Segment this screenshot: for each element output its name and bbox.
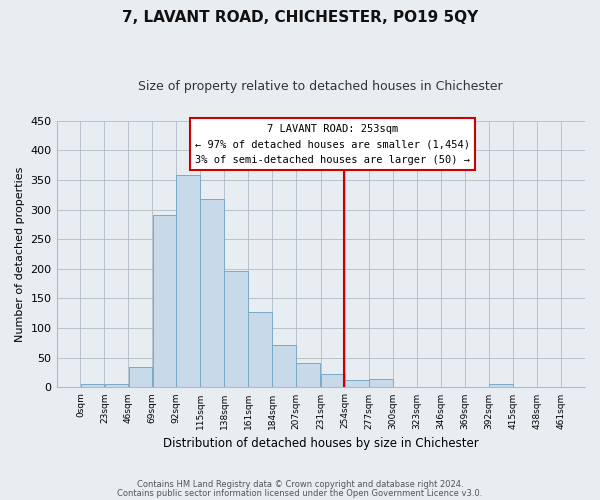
Bar [272, 344, 296, 388]
Bar [176, 175, 200, 388]
Bar [200, 199, 224, 388]
Y-axis label: Number of detached properties: Number of detached properties [15, 166, 25, 342]
Bar [490, 384, 513, 388]
X-axis label: Distribution of detached houses by size in Chichester: Distribution of detached houses by size … [163, 437, 479, 450]
Bar [346, 380, 369, 388]
Text: 7 LAVANT ROAD: 253sqm
← 97% of detached houses are smaller (1,454)
3% of semi-de: 7 LAVANT ROAD: 253sqm ← 97% of detached … [195, 124, 470, 164]
Bar [248, 312, 272, 388]
Bar [322, 374, 345, 388]
Text: Contains public sector information licensed under the Open Government Licence v3: Contains public sector information licen… [118, 488, 482, 498]
Bar [104, 384, 128, 388]
Bar [296, 362, 320, 388]
Bar [224, 270, 248, 388]
Bar [80, 384, 104, 388]
Bar [370, 379, 393, 388]
Title: Size of property relative to detached houses in Chichester: Size of property relative to detached ho… [139, 80, 503, 93]
Text: Contains HM Land Registry data © Crown copyright and database right 2024.: Contains HM Land Registry data © Crown c… [137, 480, 463, 489]
Bar [128, 366, 152, 388]
Text: 7, LAVANT ROAD, CHICHESTER, PO19 5QY: 7, LAVANT ROAD, CHICHESTER, PO19 5QY [122, 10, 478, 25]
Bar [152, 216, 176, 388]
